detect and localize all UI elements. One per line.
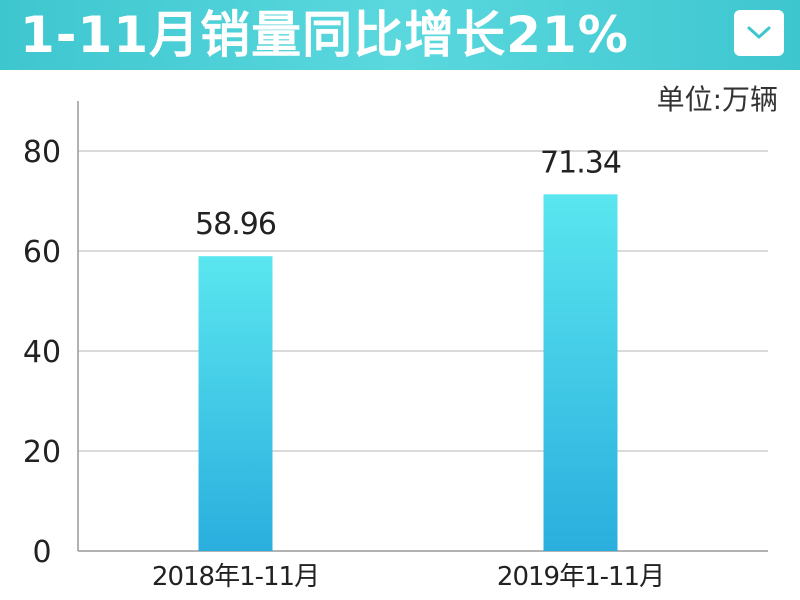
labels: 0 20 40 60 80 58.96 2018年1-11月 71.34 2019年1-11月	[23, 135, 665, 592]
unit-label: 单位:万辆	[656, 83, 778, 116]
x-tick-label: 2019年1-11月	[497, 562, 664, 592]
bar	[198, 256, 273, 551]
data-label: 58.96	[195, 207, 276, 242]
y-tick-label: 40	[23, 335, 61, 370]
chevron-down-icon	[747, 26, 771, 39]
bars	[198, 194, 618, 552]
y-tick-label: 20	[23, 435, 61, 470]
data-label: 71.34	[540, 145, 621, 180]
grid-lines	[78, 150, 768, 452]
page-title: 1-11月销量同比增长21%	[20, 6, 629, 64]
y-tick-label: 60	[23, 235, 61, 270]
x-tick-label: 2018年1-11月	[152, 562, 319, 592]
y-tick-label: 80	[23, 135, 61, 170]
y-tick-label: 0	[32, 535, 51, 570]
axes	[77, 101, 768, 552]
dropdown-button[interactable]	[734, 10, 784, 56]
title-banner: 1-11月销量同比增长21%	[0, 0, 800, 70]
bar	[543, 194, 618, 552]
